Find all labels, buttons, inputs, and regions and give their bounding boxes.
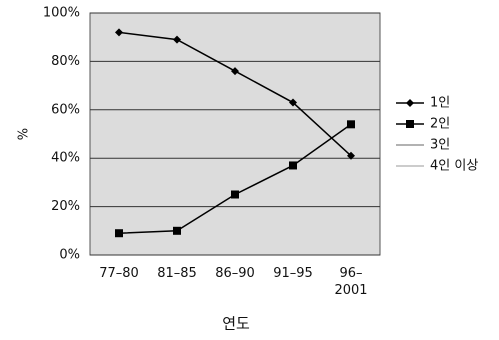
marker — [173, 226, 181, 235]
legend-label: 1인 — [430, 96, 450, 111]
y-tick-label: 60% — [51, 102, 80, 117]
marker — [173, 35, 181, 44]
y-tick-label: 80% — [51, 54, 80, 69]
x-tick-label: 96– 2001 — [334, 266, 368, 298]
marker — [406, 120, 414, 128]
plot-area — [89, 12, 381, 256]
marker — [289, 98, 297, 107]
x-tick-label: 91–95 — [273, 266, 313, 281]
marker — [115, 229, 123, 238]
y-tick-label: 0% — [59, 248, 80, 263]
y-tick-label: 20% — [51, 199, 80, 214]
marker — [406, 99, 414, 107]
legend-label: 2인 — [430, 117, 450, 132]
marker — [347, 151, 355, 160]
x-tick-label: 77–80 — [99, 266, 139, 281]
y-axis-label: % — [17, 128, 32, 140]
marker — [231, 190, 239, 199]
marker — [347, 120, 355, 129]
x-tick-label: 81–85 — [157, 266, 197, 281]
marker — [115, 28, 123, 37]
y-tick-label: 100% — [43, 6, 80, 21]
legend-label: 4인 이상 — [430, 159, 478, 174]
y-tick-label: 40% — [51, 151, 80, 166]
legend-label: 3인 — [430, 138, 450, 153]
marker — [289, 161, 297, 170]
x-tick-label: 86–90 — [215, 266, 255, 281]
marker — [231, 67, 239, 76]
x-axis-label: 연도 — [222, 315, 250, 333]
